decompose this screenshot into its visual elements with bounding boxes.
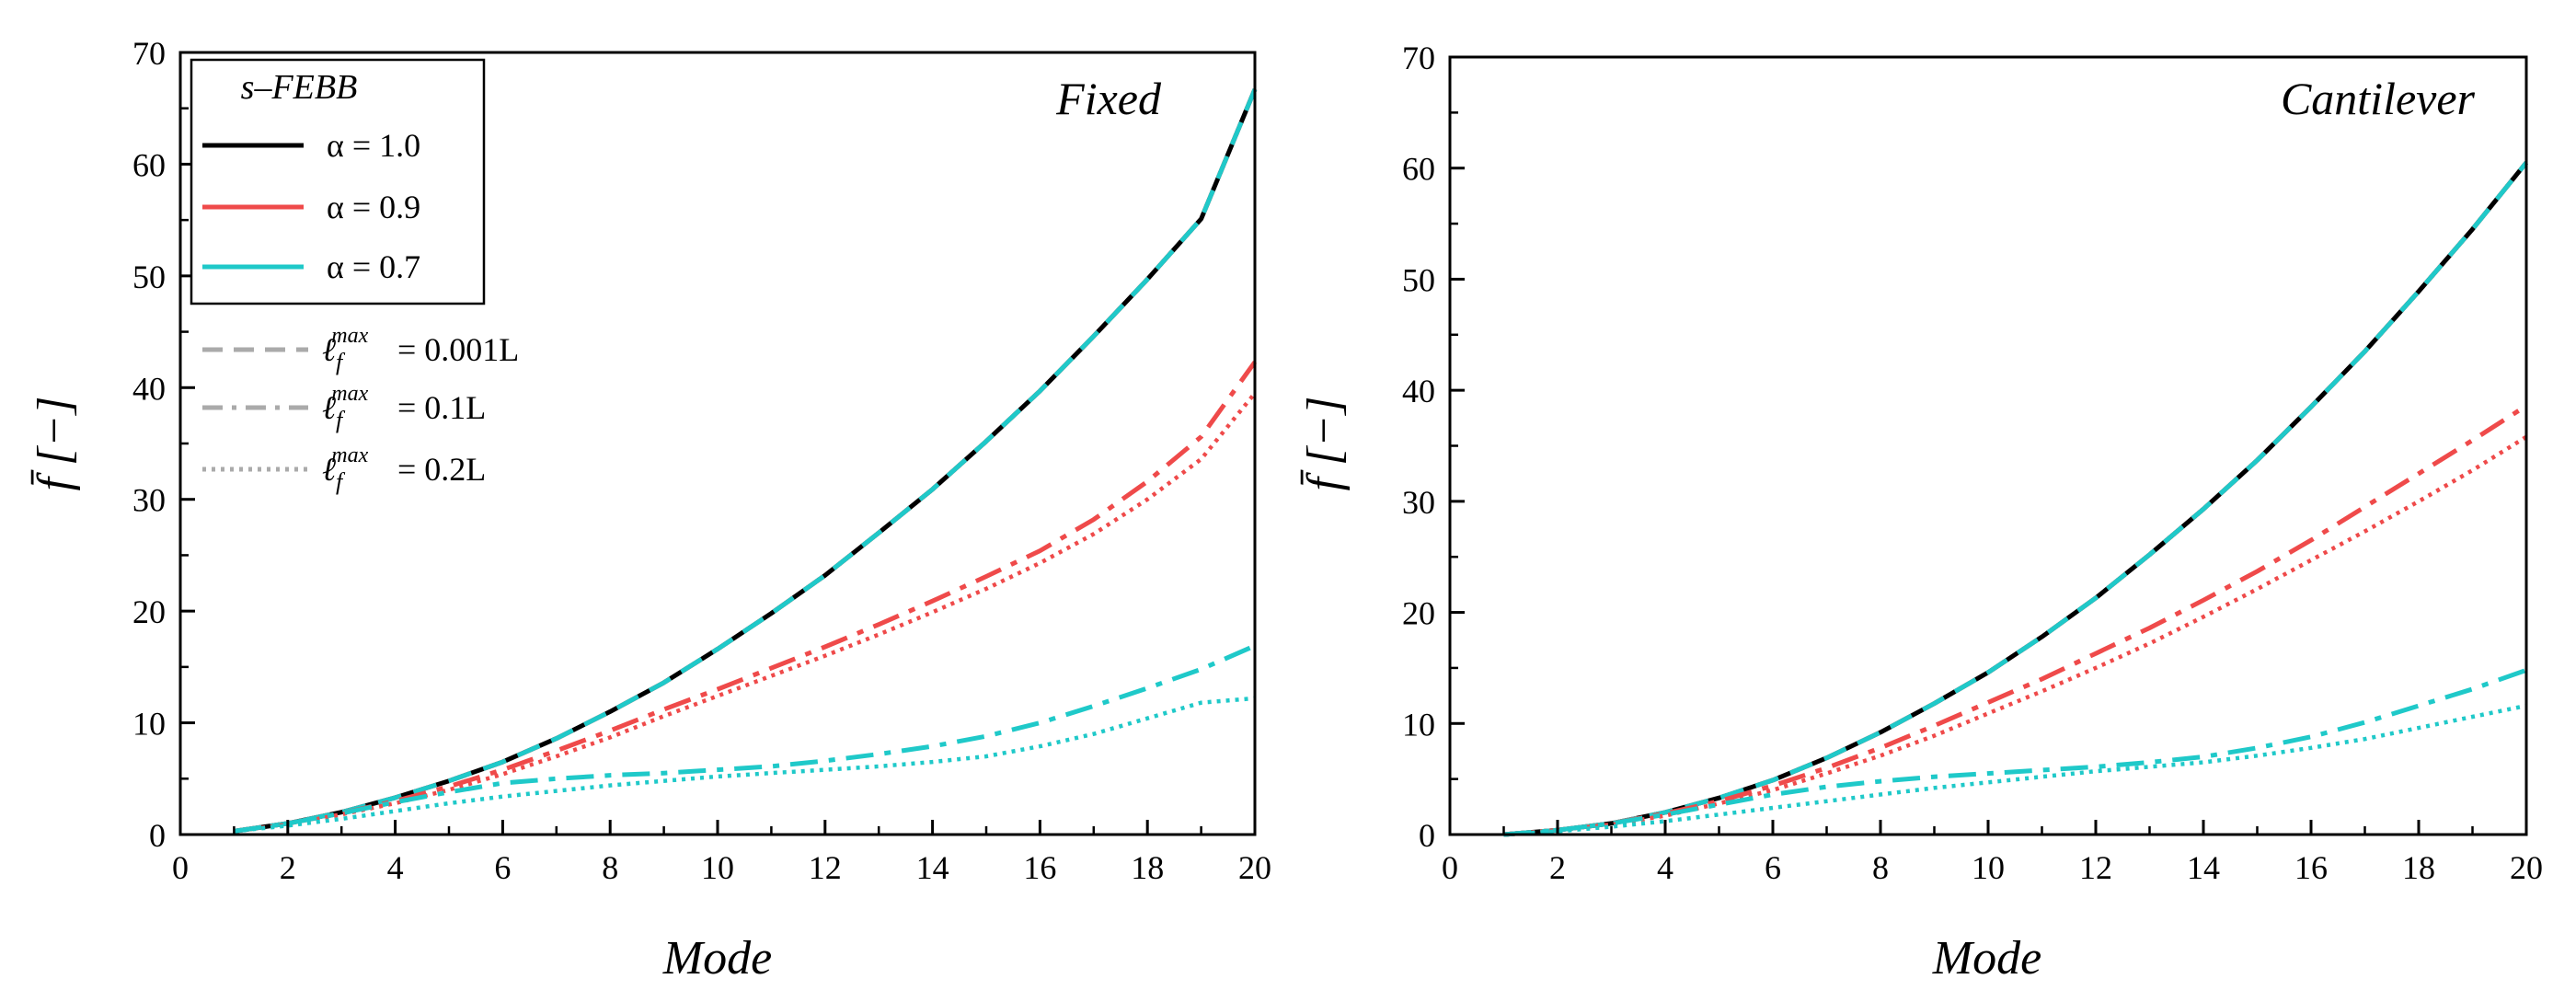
- series-line: [234, 643, 1257, 834]
- panel-annotation: Cantilever: [2281, 73, 2476, 124]
- legend-entry: α = 0.7: [202, 248, 420, 285]
- series-line: [1503, 703, 2527, 837]
- legend-style-entry: ℓfmax = 0.1L: [202, 382, 486, 433]
- y-tick-label: 50: [132, 259, 166, 295]
- x-tick-label: 6: [494, 849, 511, 886]
- x-tick-label: 14: [2187, 849, 2220, 886]
- legend-title: s–FEBB: [241, 68, 358, 107]
- y-tick-label: 10: [1402, 706, 1435, 743]
- legend-entry: α = 1.0: [202, 127, 420, 164]
- y-axis-ticks: 0 10 20 30 40 50 60 70: [1402, 40, 1465, 854]
- series-line: [234, 696, 1256, 834]
- x-tick-label: 16: [2294, 849, 2328, 886]
- y-tick-label: 40: [1402, 373, 1435, 409]
- x-axis-ticks: 0 2 4 6 8 10 12 14 16 18 20: [1442, 820, 2543, 886]
- y-tick-label: 60: [132, 146, 166, 183]
- x-tick-label: 0: [1442, 849, 1458, 886]
- y-axis-label: f̄ [−]: [1298, 396, 1351, 490]
- legend-label: α = 0.9: [327, 189, 420, 225]
- x-tick-label: 2: [1549, 849, 1566, 886]
- y-tick-label: 50: [1402, 261, 1435, 298]
- x-tick-label: 2: [280, 849, 296, 886]
- chart-panel-fixed: 0 2 4 6 8 10 12 14 16 18 20 0 10 20 30 40 50 60 70 Mode f…: [29, 35, 1271, 985]
- x-tick-label: 20: [2510, 849, 2543, 886]
- series-line: [234, 88, 1258, 834]
- y-tick-label: 60: [1402, 151, 1435, 188]
- legend-entry: α = 0.9: [202, 189, 420, 225]
- x-axis-label: Mode: [662, 932, 772, 985]
- panel-annotation: Fixed: [1055, 73, 1162, 124]
- x-tick-label: 0: [172, 849, 189, 886]
- plot-area: [1503, 161, 2528, 837]
- legend-style-label: = 0.1L: [397, 389, 486, 426]
- legend: s–FEBB α = 1.0 α = 0.9 α = 0.7 ℓfmax = 0…: [190, 58, 519, 495]
- x-axis-label: Mode: [1932, 932, 2041, 985]
- x-tick-label: 18: [2402, 849, 2435, 886]
- x-tick-label: 14: [916, 849, 949, 886]
- legend-label: α = 0.7: [327, 248, 420, 285]
- y-tick-label: 30: [1402, 484, 1435, 521]
- y-axis-label: f̄ [−]: [29, 396, 81, 490]
- chart-panel-cantilever: 0 2 4 6 8 10 12 14 16 18 20 0 10 20 30 40 50 60 70 Mode f…: [1298, 40, 2543, 985]
- plot-area: [234, 88, 1258, 834]
- x-tick-label: 10: [1972, 849, 2005, 886]
- x-tick-label: 12: [2079, 849, 2112, 886]
- y-tick-label: 70: [1402, 40, 1435, 76]
- x-tick-label: 20: [1238, 849, 1271, 886]
- y-tick-label: 20: [1402, 595, 1435, 632]
- x-tick-label: 6: [1765, 849, 1781, 886]
- y-tick-label: 0: [149, 817, 166, 854]
- legend-label: α = 1.0: [327, 127, 420, 164]
- x-tick-label: 4: [1657, 849, 1673, 886]
- x-tick-label: 18: [1131, 849, 1164, 886]
- y-tick-label: 70: [132, 35, 166, 72]
- legend-style-label: = 0.2L: [397, 451, 486, 488]
- legend-box: [190, 58, 486, 305]
- x-axis-ticks: 0 2 4 6 8 10 12 14 16 18 20: [172, 820, 1271, 886]
- legend-style-label: = 0.001L: [397, 331, 519, 368]
- y-tick-label: 10: [132, 706, 166, 743]
- x-tick-label: 8: [602, 849, 618, 886]
- y-tick-label: 0: [1419, 817, 1435, 854]
- y-axis-ticks: 0 10 20 30 40 50 60 70: [132, 35, 195, 854]
- legend-style-entry: ℓfmax = 0.001L: [202, 324, 519, 375]
- x-tick-label: 4: [387, 849, 404, 886]
- x-tick-label: 12: [809, 849, 842, 886]
- y-tick-label: 20: [132, 593, 166, 630]
- x-tick-label: 10: [701, 849, 734, 886]
- series-line: [1503, 667, 2527, 837]
- x-tick-label: 16: [1023, 849, 1056, 886]
- legend-style-entry: ℓfmax = 0.2L: [202, 443, 486, 495]
- series-line: [234, 391, 1257, 834]
- series-line: [1503, 161, 2528, 837]
- y-tick-label: 40: [132, 370, 166, 407]
- y-tick-label: 30: [132, 482, 166, 519]
- x-tick-label: 8: [1872, 849, 1889, 886]
